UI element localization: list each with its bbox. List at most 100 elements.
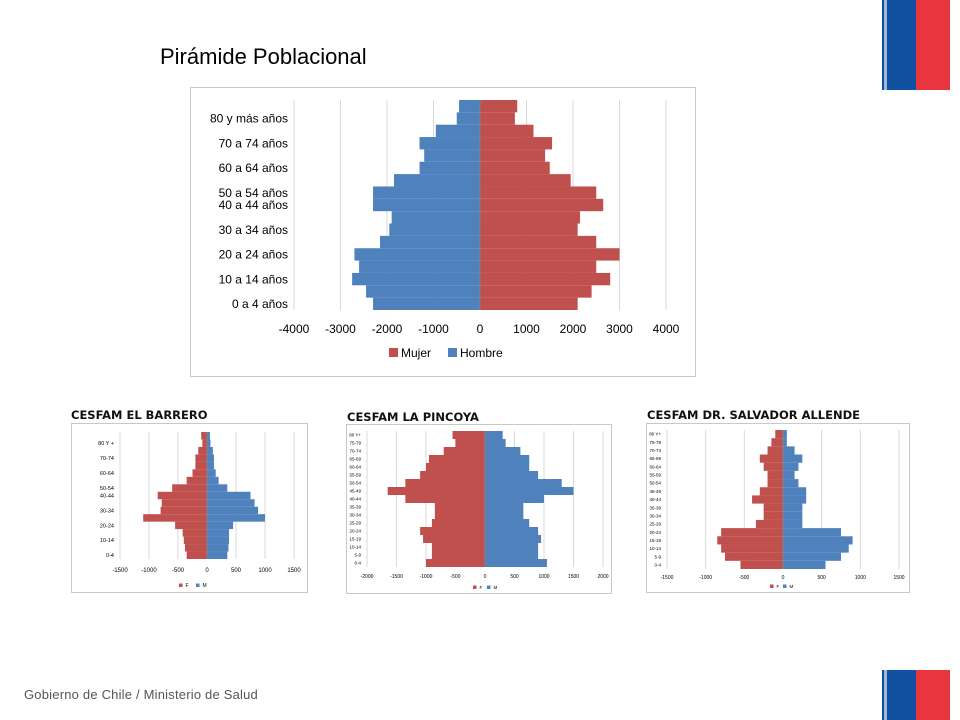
x-tick-label: 0 — [205, 568, 209, 574]
x-tick-label: -1000 — [699, 575, 712, 581]
bar-left — [184, 544, 207, 552]
bar-right — [485, 503, 524, 511]
legend-label: M — [494, 585, 498, 590]
bar-right — [485, 511, 524, 519]
bar-right — [207, 491, 251, 500]
bar-left — [752, 495, 783, 504]
bar-right — [783, 462, 799, 471]
bar-left — [424, 149, 480, 162]
x-tick-label: 1000 — [258, 568, 272, 574]
y-category-label: 25-29 — [649, 522, 661, 527]
bar-right — [480, 161, 550, 175]
bar-right — [783, 511, 803, 520]
y-category-label: 70-74 — [100, 456, 114, 462]
bar-left — [755, 519, 783, 529]
bar-left — [740, 560, 783, 569]
y-category-label: 40-44 — [100, 493, 114, 499]
y-category-label: 55-59 — [649, 473, 661, 478]
y-category-label: 10 a 14 años — [219, 272, 288, 286]
bar-left — [443, 447, 485, 455]
y-category-label: 15-19 — [649, 538, 661, 543]
x-tick-label: -1000 — [418, 322, 449, 336]
pyramid-chart-el-barrero: -1500 -1000 -500 0 500 1000 1500 0-4 10-14 20-24 3… — [71, 423, 308, 593]
chart-title-el-barrero: CESFAM EL BARRERO — [71, 408, 208, 422]
bar-right — [480, 149, 546, 162]
bar-right — [480, 112, 515, 125]
bar-left — [175, 521, 207, 530]
bar-left — [405, 479, 485, 487]
bar-left — [186, 476, 207, 485]
bar-right — [480, 235, 597, 249]
bar-left — [431, 543, 485, 551]
bar-left — [725, 552, 783, 561]
legend-label: F — [777, 584, 780, 589]
bar-left — [721, 528, 783, 537]
y-category-label: 10-14 — [349, 545, 361, 550]
bar-left — [202, 439, 207, 447]
bar-left — [192, 469, 207, 477]
y-category-label: 10-14 — [649, 546, 661, 551]
x-tick-label: 1500 — [893, 575, 904, 581]
x-tick-label: -500 — [450, 574, 460, 580]
x-tick-label: -500 — [172, 568, 185, 574]
y-category-label: 35-39 — [349, 505, 361, 510]
bar-left — [775, 430, 783, 439]
bar-right — [480, 100, 518, 113]
bar-right — [207, 439, 211, 447]
bar-left — [426, 463, 485, 471]
y-category-label: 50-54 — [100, 486, 114, 492]
bar-right — [783, 495, 807, 504]
bar-left — [763, 511, 783, 520]
bar-right — [485, 535, 542, 543]
x-tick-label: 500 — [231, 568, 242, 574]
bar-right — [485, 487, 574, 495]
bar-left — [434, 503, 485, 511]
legend-label: Hombre — [460, 346, 503, 360]
bar-left — [182, 529, 207, 537]
bar-left — [767, 446, 783, 455]
bar-right — [480, 260, 597, 273]
bar-right — [207, 461, 214, 470]
y-category-label: 60-64 — [100, 471, 114, 477]
x-tick-label: 0 — [484, 574, 487, 580]
bar-left — [420, 527, 485, 535]
x-tick-label: -2000 — [372, 322, 403, 336]
y-category-label: 0-4 — [654, 562, 661, 567]
legend-swatch — [196, 583, 200, 587]
x-tick-label: 1500 — [568, 574, 579, 580]
bar-left — [434, 511, 485, 519]
bar-right — [783, 560, 826, 569]
bar-right — [783, 503, 803, 512]
x-tick-label: -1500 — [661, 575, 674, 581]
bar-left — [373, 297, 480, 310]
bar-right — [480, 248, 620, 261]
bar-right — [207, 544, 229, 552]
bar-left — [419, 137, 480, 150]
legend-swatch — [448, 348, 457, 357]
y-category-label: 70-74 — [349, 449, 361, 454]
bar-right — [480, 272, 611, 286]
y-category-label: 25-29 — [349, 521, 361, 526]
bar-right — [783, 519, 803, 529]
y-category-label: 50-54 — [649, 481, 661, 486]
x-tick-label: 2000 — [560, 322, 587, 336]
y-category-label: 35-39 — [649, 505, 661, 510]
slide-title: Pirámide Poblacional — [160, 44, 367, 69]
bar-right — [207, 529, 230, 537]
y-category-label: 10-14 — [100, 538, 114, 544]
x-tick-label: 1000 — [855, 575, 866, 581]
bar-right — [207, 536, 230, 545]
y-category-label: 75-79 — [349, 441, 361, 446]
legend-swatch — [487, 585, 491, 589]
bar-right — [207, 551, 228, 559]
bar-right — [485, 519, 530, 527]
bar-left — [186, 551, 207, 559]
bar-right — [207, 521, 234, 530]
bar-right — [207, 446, 213, 455]
y-category-label: 30-34 — [649, 513, 661, 518]
y-category-label: 65-69 — [349, 457, 361, 462]
bar-left — [771, 438, 783, 447]
bar-left — [423, 535, 485, 543]
bar-left — [373, 186, 480, 199]
y-category-label: 50-54 — [349, 481, 361, 486]
